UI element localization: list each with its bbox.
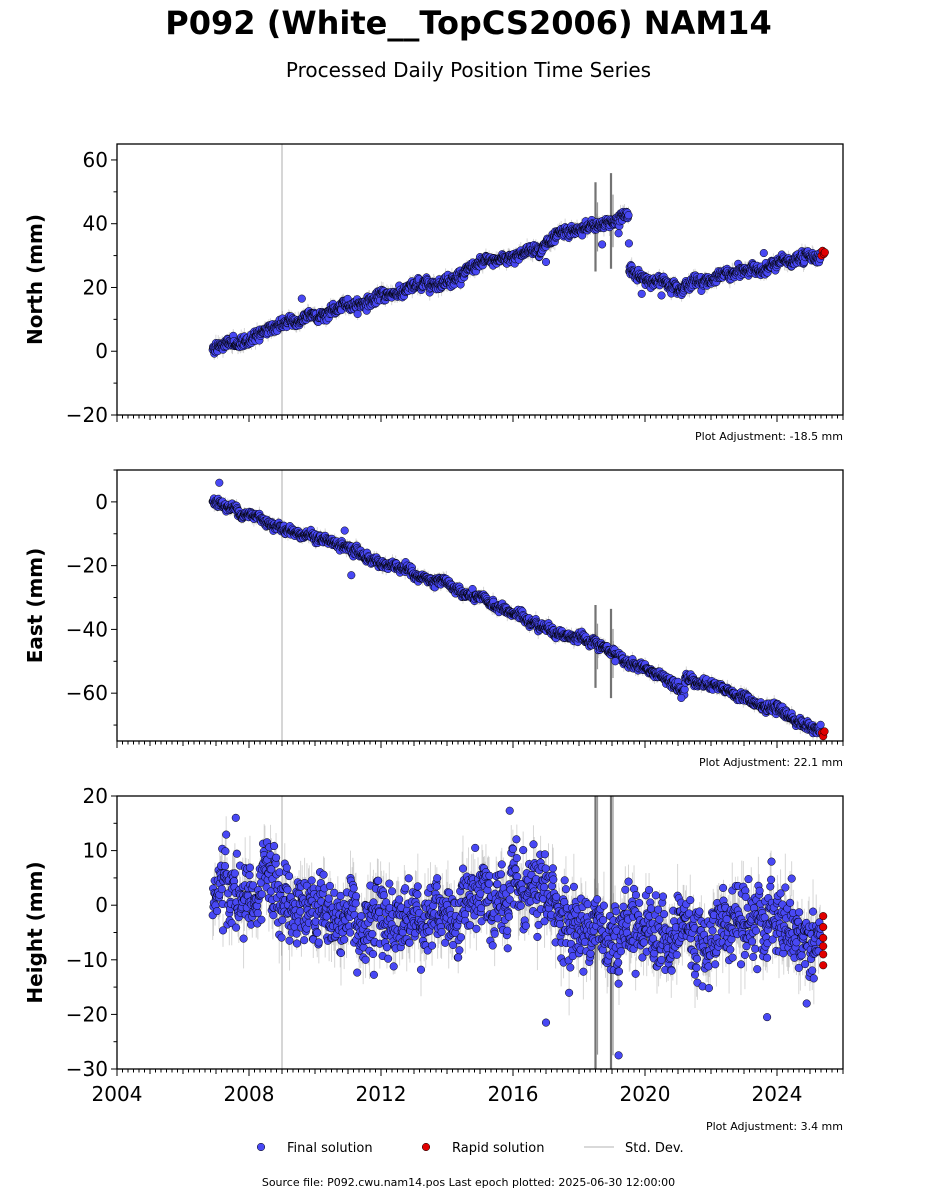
y-ticks xyxy=(111,469,117,726)
rapid-solution-series xyxy=(817,727,829,741)
y-tick-label: −20 xyxy=(66,554,108,578)
final-point xyxy=(624,211,633,220)
final-outlier-point xyxy=(614,229,623,238)
final-point xyxy=(353,309,362,319)
final-outlier-point xyxy=(637,289,646,298)
final-solution-series xyxy=(208,478,825,738)
y-tick-label: 40 xyxy=(83,212,108,236)
final-outlier-point xyxy=(598,240,607,249)
final-outlier-point xyxy=(297,294,306,303)
panel-east: −60 −40 −20 0 East (mm) Plot Adjustment: 22.1… xyxy=(23,469,844,769)
plot-area xyxy=(208,470,829,741)
final-outlier-point xyxy=(611,657,620,666)
chart-title: P092 (White__TopCS2006) NAM14 xyxy=(165,4,772,42)
final-point xyxy=(816,720,825,729)
final-outlier-point xyxy=(340,526,349,535)
final-point xyxy=(624,239,633,248)
final-point xyxy=(680,685,689,694)
plot-area xyxy=(208,144,829,415)
plot-adjustment-label: Plot Adjustment: -18.5 mm xyxy=(695,430,843,443)
rapid-solution-series xyxy=(817,246,829,260)
y-tick-label: −20 xyxy=(66,403,108,427)
plot-area xyxy=(208,796,828,1069)
y-tick-label: 20 xyxy=(83,275,108,299)
y-tick-label: −60 xyxy=(66,681,108,705)
rapid-point xyxy=(820,727,829,736)
y-axis-label: East (mm) xyxy=(23,548,47,664)
x-ticks xyxy=(116,741,844,748)
y-tick-label: 60 xyxy=(83,148,108,172)
plot-adjustment-label: Plot Adjustment: 22.1 mm xyxy=(699,756,843,769)
panel-north: −20 0 20 40 60 North (mm) Plot Adjustment: -18… xyxy=(23,143,844,443)
x-ticks xyxy=(116,415,844,422)
rapid-point xyxy=(820,248,829,257)
final-outlier-point xyxy=(759,248,768,258)
y-ticks xyxy=(111,159,117,416)
final-outlier-point xyxy=(347,571,356,580)
y-tick-label: 0 xyxy=(95,339,108,363)
y-axis-label: North (mm) xyxy=(23,214,47,345)
y-tick-label: 0 xyxy=(95,490,108,514)
y-tick-label: −40 xyxy=(66,617,108,641)
final-solution-series xyxy=(208,207,825,358)
final-outlier-point xyxy=(657,291,666,300)
final-outlier-point xyxy=(677,693,686,703)
final-outlier-point xyxy=(215,478,224,487)
final-outlier-point xyxy=(541,257,551,267)
chart-subtitle: Processed Daily Position Time Series xyxy=(285,58,652,82)
